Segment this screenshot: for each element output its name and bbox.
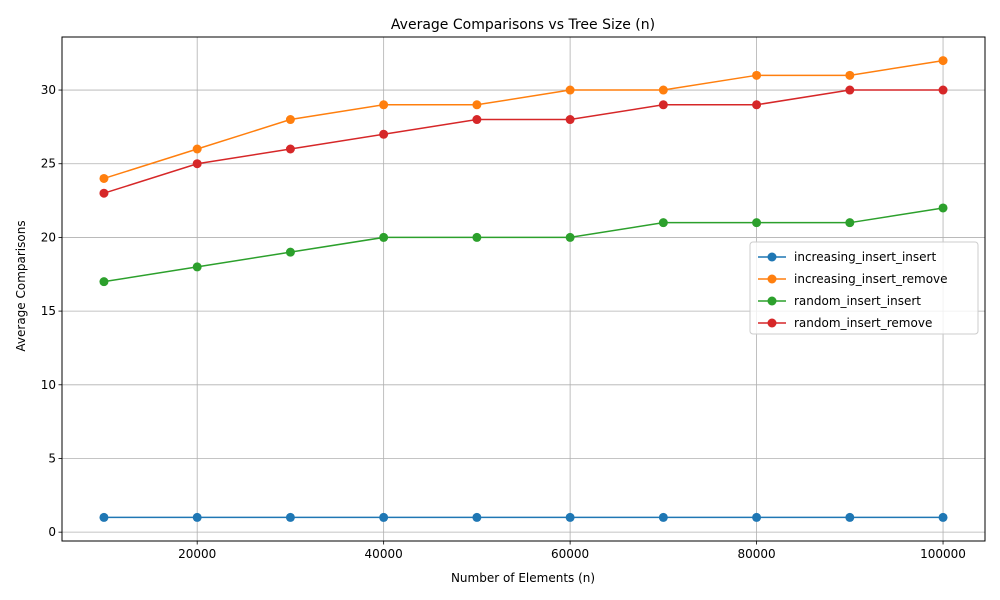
- data-point: [472, 100, 482, 110]
- data-point: [192, 512, 202, 522]
- legend-box: [749, 241, 979, 335]
- data-point: [845, 512, 855, 522]
- legend-label: random_insert_remove: [794, 316, 932, 330]
- legend-marker: [767, 274, 777, 284]
- y-tick-label: 0: [48, 525, 56, 539]
- data-point: [192, 144, 202, 154]
- y-axis-label: Average Comparisons: [14, 220, 28, 351]
- data-point: [285, 115, 295, 125]
- chart-title: Average Comparisons vs Tree Size (n): [391, 17, 655, 33]
- legend-item: increasing_insert_remove: [758, 272, 948, 286]
- data-point: [285, 512, 295, 522]
- plot-frame: [61, 36, 986, 542]
- legend: increasing_insert_insert increasing_inser…: [749, 241, 979, 335]
- data-point: [752, 512, 762, 522]
- axis-ticks: 20000 40000 60000 80000 100000 0 5 10 15 20 25 30: [41, 83, 966, 561]
- data-point: [472, 232, 482, 242]
- x-tick-label: 100000: [920, 547, 966, 561]
- x-axis-label: Number of Elements (n): [451, 571, 595, 585]
- data-point: [379, 129, 389, 139]
- y-tick-label: 20: [41, 230, 56, 244]
- data-point: [472, 115, 482, 125]
- data-point: [658, 100, 668, 110]
- series-line: [103, 207, 944, 283]
- data-point: [752, 100, 762, 110]
- series-increasing_insert_insert: [99, 512, 948, 522]
- data-point: [938, 56, 948, 66]
- y-tick-label: 5: [48, 451, 56, 465]
- data-point: [845, 218, 855, 228]
- series-random_insert_insert: [99, 203, 948, 287]
- legend-label: increasing_insert_insert: [794, 250, 936, 264]
- x-tick-label: 60000: [551, 547, 589, 561]
- data-point: [285, 247, 295, 257]
- legend-item: random_insert_remove: [758, 316, 932, 330]
- data-point: [658, 512, 668, 522]
- legend-item: increasing_insert_insert: [758, 250, 936, 264]
- data-point: [565, 512, 575, 522]
- data-point: [379, 512, 389, 522]
- legend-marker: [767, 318, 777, 328]
- data-point: [658, 218, 668, 228]
- data-point: [379, 100, 389, 110]
- legend-label: random_insert_insert: [794, 294, 921, 308]
- legend-label: increasing_insert_remove: [794, 272, 948, 286]
- data-point: [472, 512, 482, 522]
- y-tick-label: 30: [41, 83, 56, 97]
- x-tick-label: 80000: [737, 547, 775, 561]
- data-point: [565, 85, 575, 95]
- data-point: [565, 232, 575, 242]
- data-point: [752, 218, 762, 228]
- data-point: [99, 188, 109, 198]
- data-point: [379, 232, 389, 242]
- x-tick-label: 40000: [365, 547, 403, 561]
- data-point: [845, 70, 855, 80]
- data-point: [845, 85, 855, 95]
- data-point: [938, 85, 948, 95]
- data-point: [658, 85, 668, 95]
- data-point: [938, 203, 948, 213]
- legend-marker: [767, 296, 777, 306]
- data-point: [99, 277, 109, 287]
- data-point: [565, 115, 575, 125]
- y-tick-label: 10: [41, 378, 56, 392]
- legend-marker: [767, 252, 777, 262]
- series-line: [103, 89, 944, 194]
- x-tick-label: 20000: [178, 547, 216, 561]
- data-point: [285, 144, 295, 154]
- series-increasing_insert_remove: [99, 56, 948, 183]
- data-point: [938, 512, 948, 522]
- data-point: [192, 159, 202, 169]
- series-random_insert_remove: [99, 85, 948, 198]
- data-point: [752, 70, 762, 80]
- y-tick-label: 15: [41, 304, 56, 318]
- data-point: [99, 173, 109, 183]
- data-point: [99, 512, 109, 522]
- series-line: [103, 59, 944, 180]
- y-tick-label: 25: [41, 157, 56, 171]
- data-point: [192, 262, 202, 272]
- series-layer: [99, 56, 948, 522]
- legend-item: random_insert_insert: [758, 294, 921, 308]
